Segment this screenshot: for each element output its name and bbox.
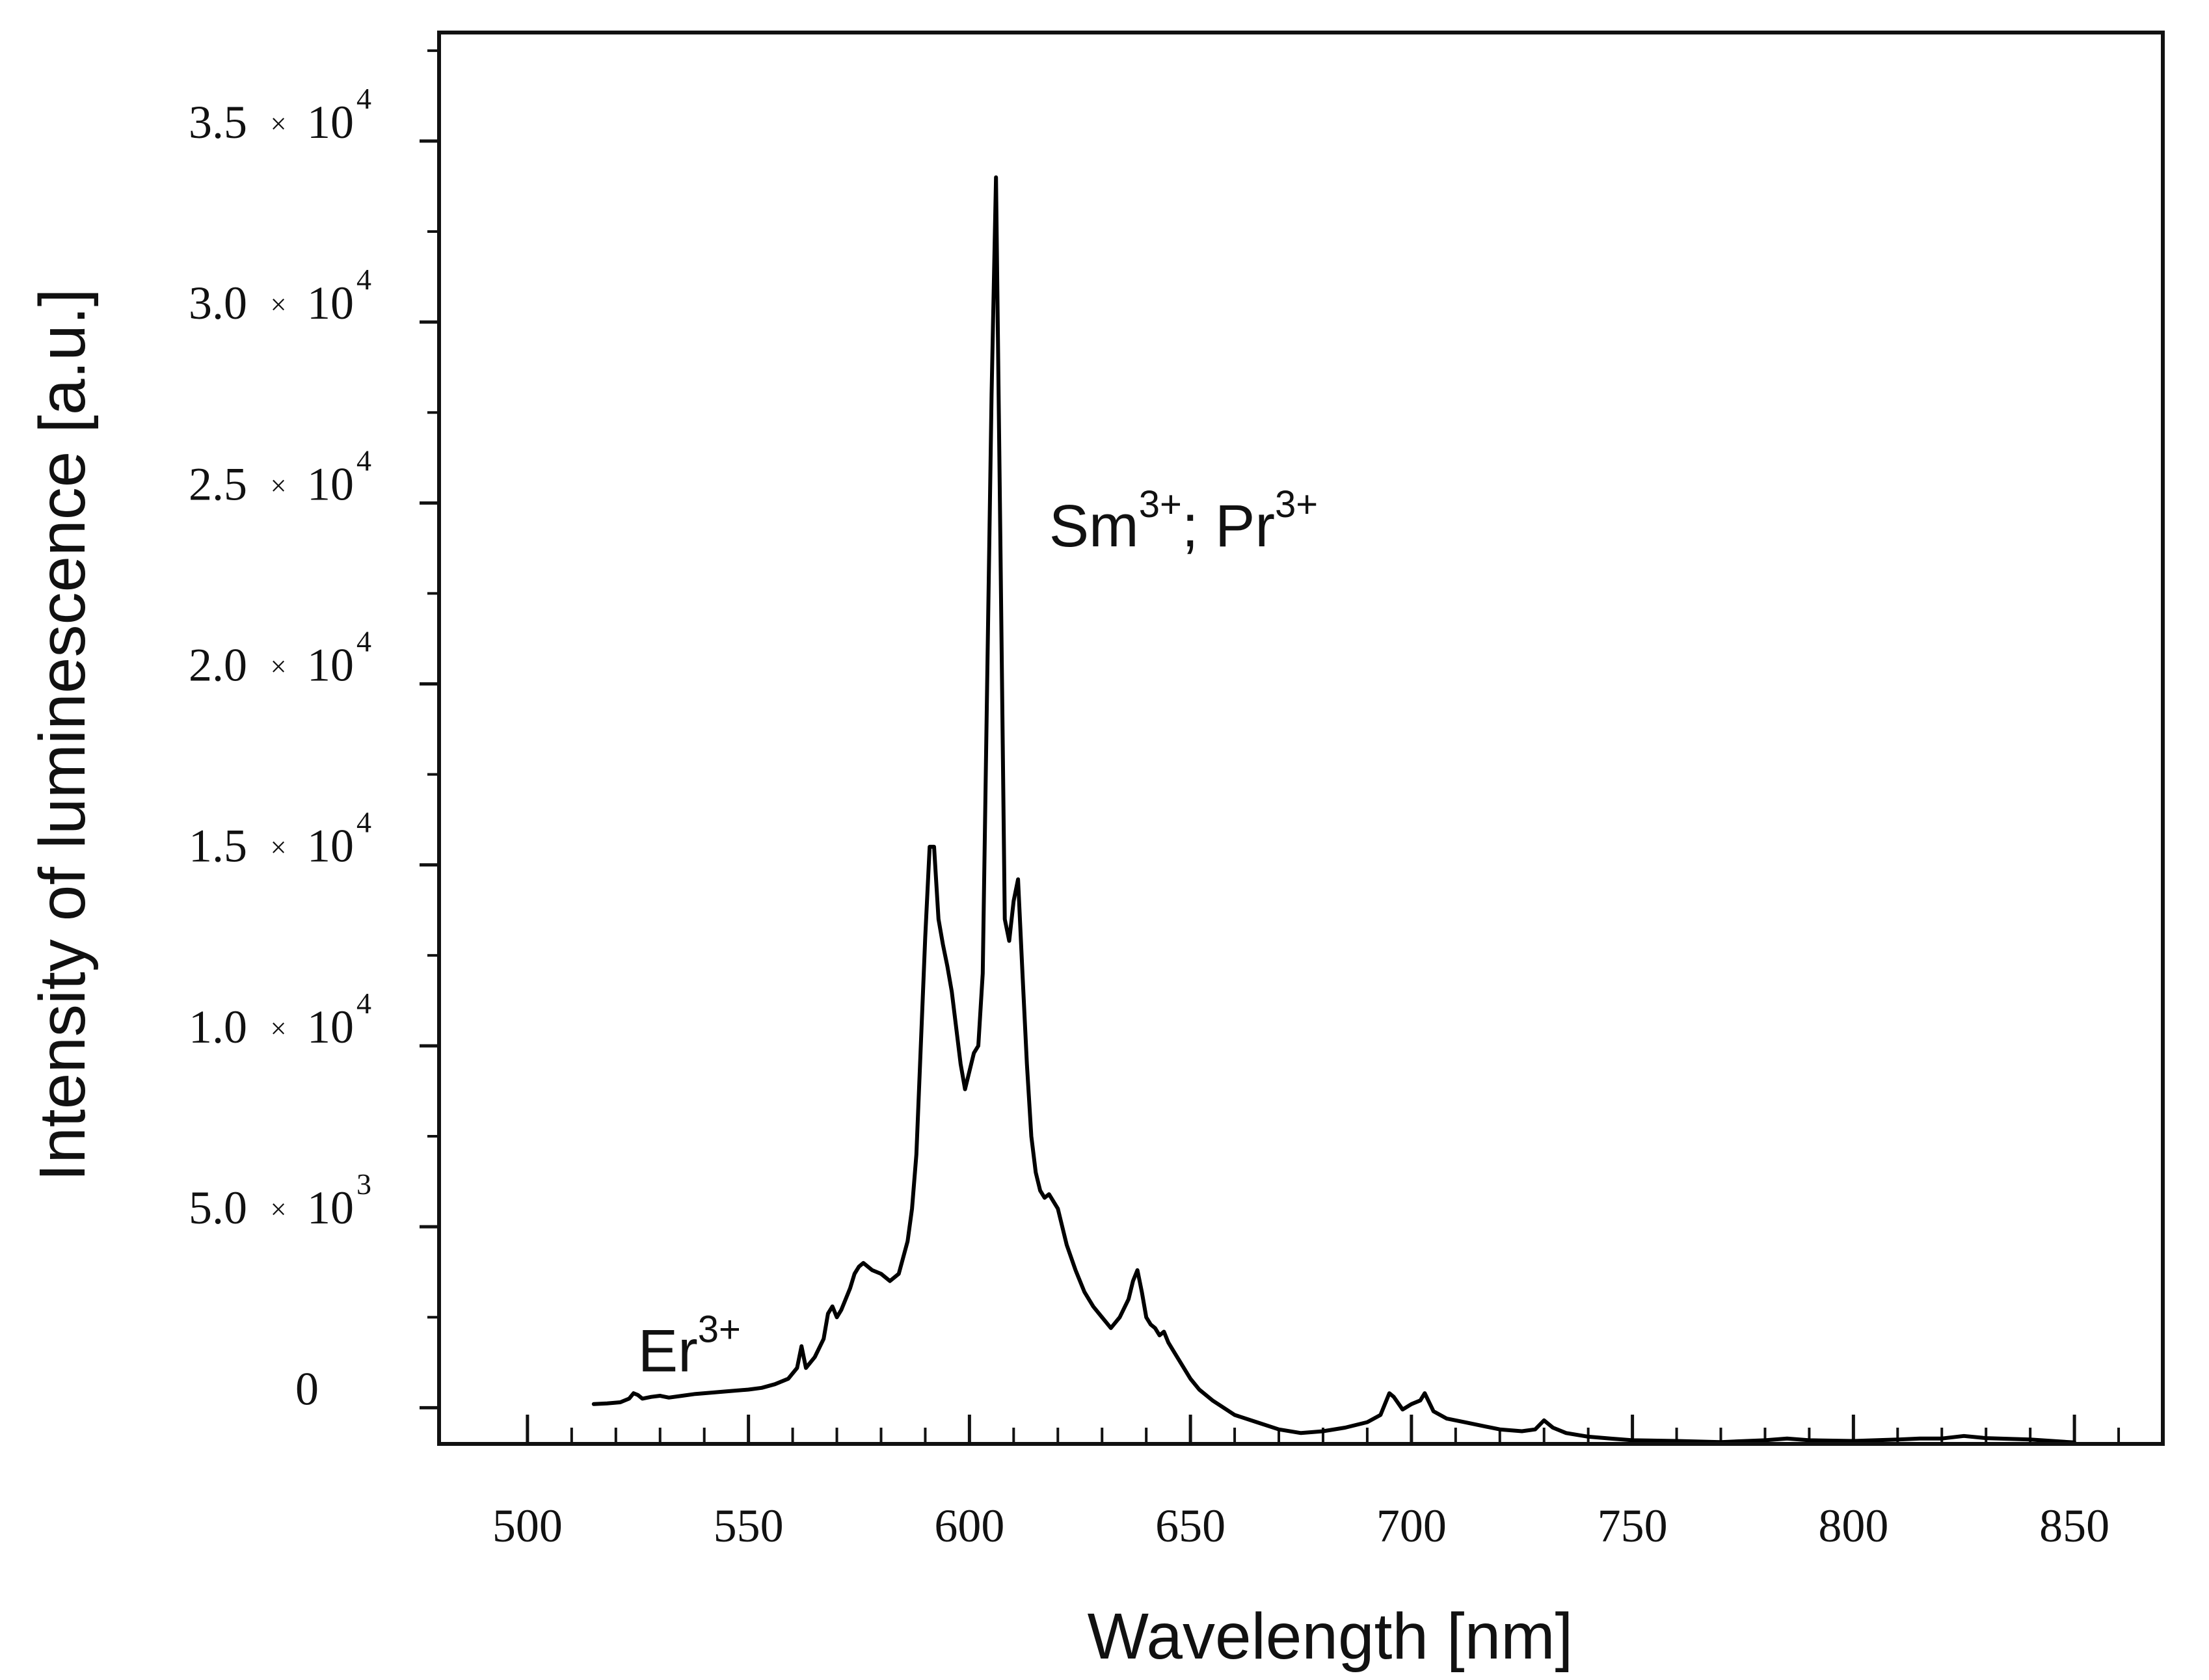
y-tick-mantissa: 2.5 bbox=[189, 458, 247, 510]
y-tick-base: 10 bbox=[307, 1182, 354, 1234]
y-tick-times: × bbox=[271, 108, 287, 140]
annotation-sm-pr: Sm3+; Pr3+ bbox=[1049, 483, 1318, 559]
y-tick-times: × bbox=[271, 1013, 287, 1045]
y-tick-mantissa: 1.0 bbox=[189, 1001, 247, 1053]
x-tick-label: 850 bbox=[2039, 1500, 2109, 1552]
y-tick-times: × bbox=[271, 832, 287, 864]
y-tick-exponent: 3 bbox=[356, 1167, 371, 1201]
series-layer bbox=[591, 175, 2077, 1445]
y-tick-label: 5.0 × 10 3 bbox=[189, 1167, 371, 1234]
y-tick-exponent: 4 bbox=[356, 82, 371, 115]
y-tick-mantissa: 3.5 bbox=[189, 96, 247, 148]
x-tick-label: 800 bbox=[1818, 1500, 1888, 1552]
y-tick-mantissa: 2.0 bbox=[189, 639, 247, 691]
tick-layer bbox=[420, 49, 2121, 1444]
annotation-er-superscript: 3+ bbox=[698, 1309, 741, 1351]
y-tick-exponent: 4 bbox=[356, 263, 371, 296]
y-tick-base: 10 bbox=[307, 639, 354, 691]
y-tick-label: 0 bbox=[295, 1363, 319, 1415]
x-tick-label: 550 bbox=[714, 1500, 784, 1552]
y-tick-mantissa: 3.0 bbox=[189, 277, 247, 329]
y-tick-exponent: 4 bbox=[356, 806, 371, 839]
x-tick-label: 750 bbox=[1598, 1500, 1668, 1552]
annotation-sm-pr-superscript-2: 3+ bbox=[1275, 483, 1318, 526]
y-tick-times: × bbox=[271, 289, 287, 321]
y-tick-base: 10 bbox=[307, 1001, 354, 1053]
annotation-er: Er3+ bbox=[638, 1309, 741, 1385]
y-tick-base: 10 bbox=[307, 96, 354, 148]
y-tick-times: × bbox=[271, 651, 287, 683]
y-tick-label: 1.0 × 10 4 bbox=[189, 987, 371, 1053]
y-tick-label: 1.5 × 10 4 bbox=[189, 806, 371, 872]
y-tick-times: × bbox=[271, 1193, 287, 1225]
annotation-sm-pr-superscript: 3+ bbox=[1139, 483, 1182, 526]
y-tick-label: 2.5 × 10 4 bbox=[189, 444, 371, 510]
y-tick-base: 10 bbox=[307, 820, 354, 872]
annotation-sm-pr-base: Sm bbox=[1049, 493, 1139, 559]
y-tick-label: 2.0 × 10 4 bbox=[189, 625, 371, 691]
y-tick-exponent: 4 bbox=[356, 444, 371, 477]
y-tick-exponent: 4 bbox=[356, 625, 371, 658]
y-tick-times: × bbox=[271, 470, 287, 501]
y-tick-label: 3.5 × 10 4 bbox=[189, 82, 371, 148]
x-tick-label: 650 bbox=[1155, 1500, 1225, 1552]
y-tick-base: 10 bbox=[307, 277, 354, 329]
x-tick-label: 500 bbox=[492, 1500, 563, 1552]
annotation-sm-pr-middle: ; Pr bbox=[1182, 493, 1275, 559]
annotation-er-base: Er bbox=[638, 1318, 698, 1385]
x-axis-label: Wavelength [nm] bbox=[1088, 1600, 1573, 1673]
series-line-0 bbox=[591, 175, 2077, 1445]
y-tick-mantissa: 1.5 bbox=[189, 820, 247, 872]
y-axis-label: Intensity of luminescence [a.u.] bbox=[26, 289, 99, 1182]
y-tick-base: 10 bbox=[307, 458, 354, 510]
y-tick-mantissa: 5.0 bbox=[189, 1182, 247, 1234]
x-tick-label: 700 bbox=[1376, 1500, 1447, 1552]
y-tick-label: 3.0 × 10 4 bbox=[189, 263, 371, 329]
plot-frame bbox=[437, 31, 2165, 1446]
x-tick-label: 600 bbox=[934, 1500, 1004, 1552]
y-tick-exponent: 4 bbox=[356, 987, 371, 1020]
